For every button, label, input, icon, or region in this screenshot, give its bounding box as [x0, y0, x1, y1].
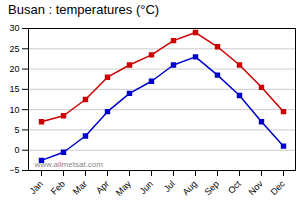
svg-text:Aug: Aug	[181, 179, 199, 197]
svg-text:Dec: Dec	[269, 178, 288, 197]
svg-text:www.allmetsat.com: www.allmetsat.com	[34, 160, 104, 169]
svg-text:15: 15	[9, 84, 19, 94]
svg-text:Jun: Jun	[138, 179, 155, 196]
svg-text:Feb: Feb	[49, 179, 67, 197]
svg-text:Mar: Mar	[71, 179, 89, 197]
svg-text:Nov: Nov	[247, 178, 266, 197]
svg-text:10: 10	[9, 105, 19, 115]
svg-text:Apr: Apr	[94, 179, 111, 196]
html-text:Busan : temperatures (°C): Busan : temperatures (°C)	[8, 2, 160, 17]
svg-text:25: 25	[9, 44, 19, 54]
svg-text:Jul: Jul	[162, 179, 177, 194]
svg-text:5: 5	[14, 125, 19, 135]
svg-text:Sep: Sep	[203, 179, 221, 197]
svg-text:20: 20	[9, 64, 19, 74]
svg-text:−5: −5	[9, 165, 19, 175]
svg-text:Jan: Jan	[28, 179, 45, 196]
svg-text:0: 0	[14, 145, 19, 155]
svg-text:May: May	[114, 178, 133, 197]
svg-text:30: 30	[9, 23, 19, 33]
svg-text:Oct: Oct	[226, 178, 243, 195]
